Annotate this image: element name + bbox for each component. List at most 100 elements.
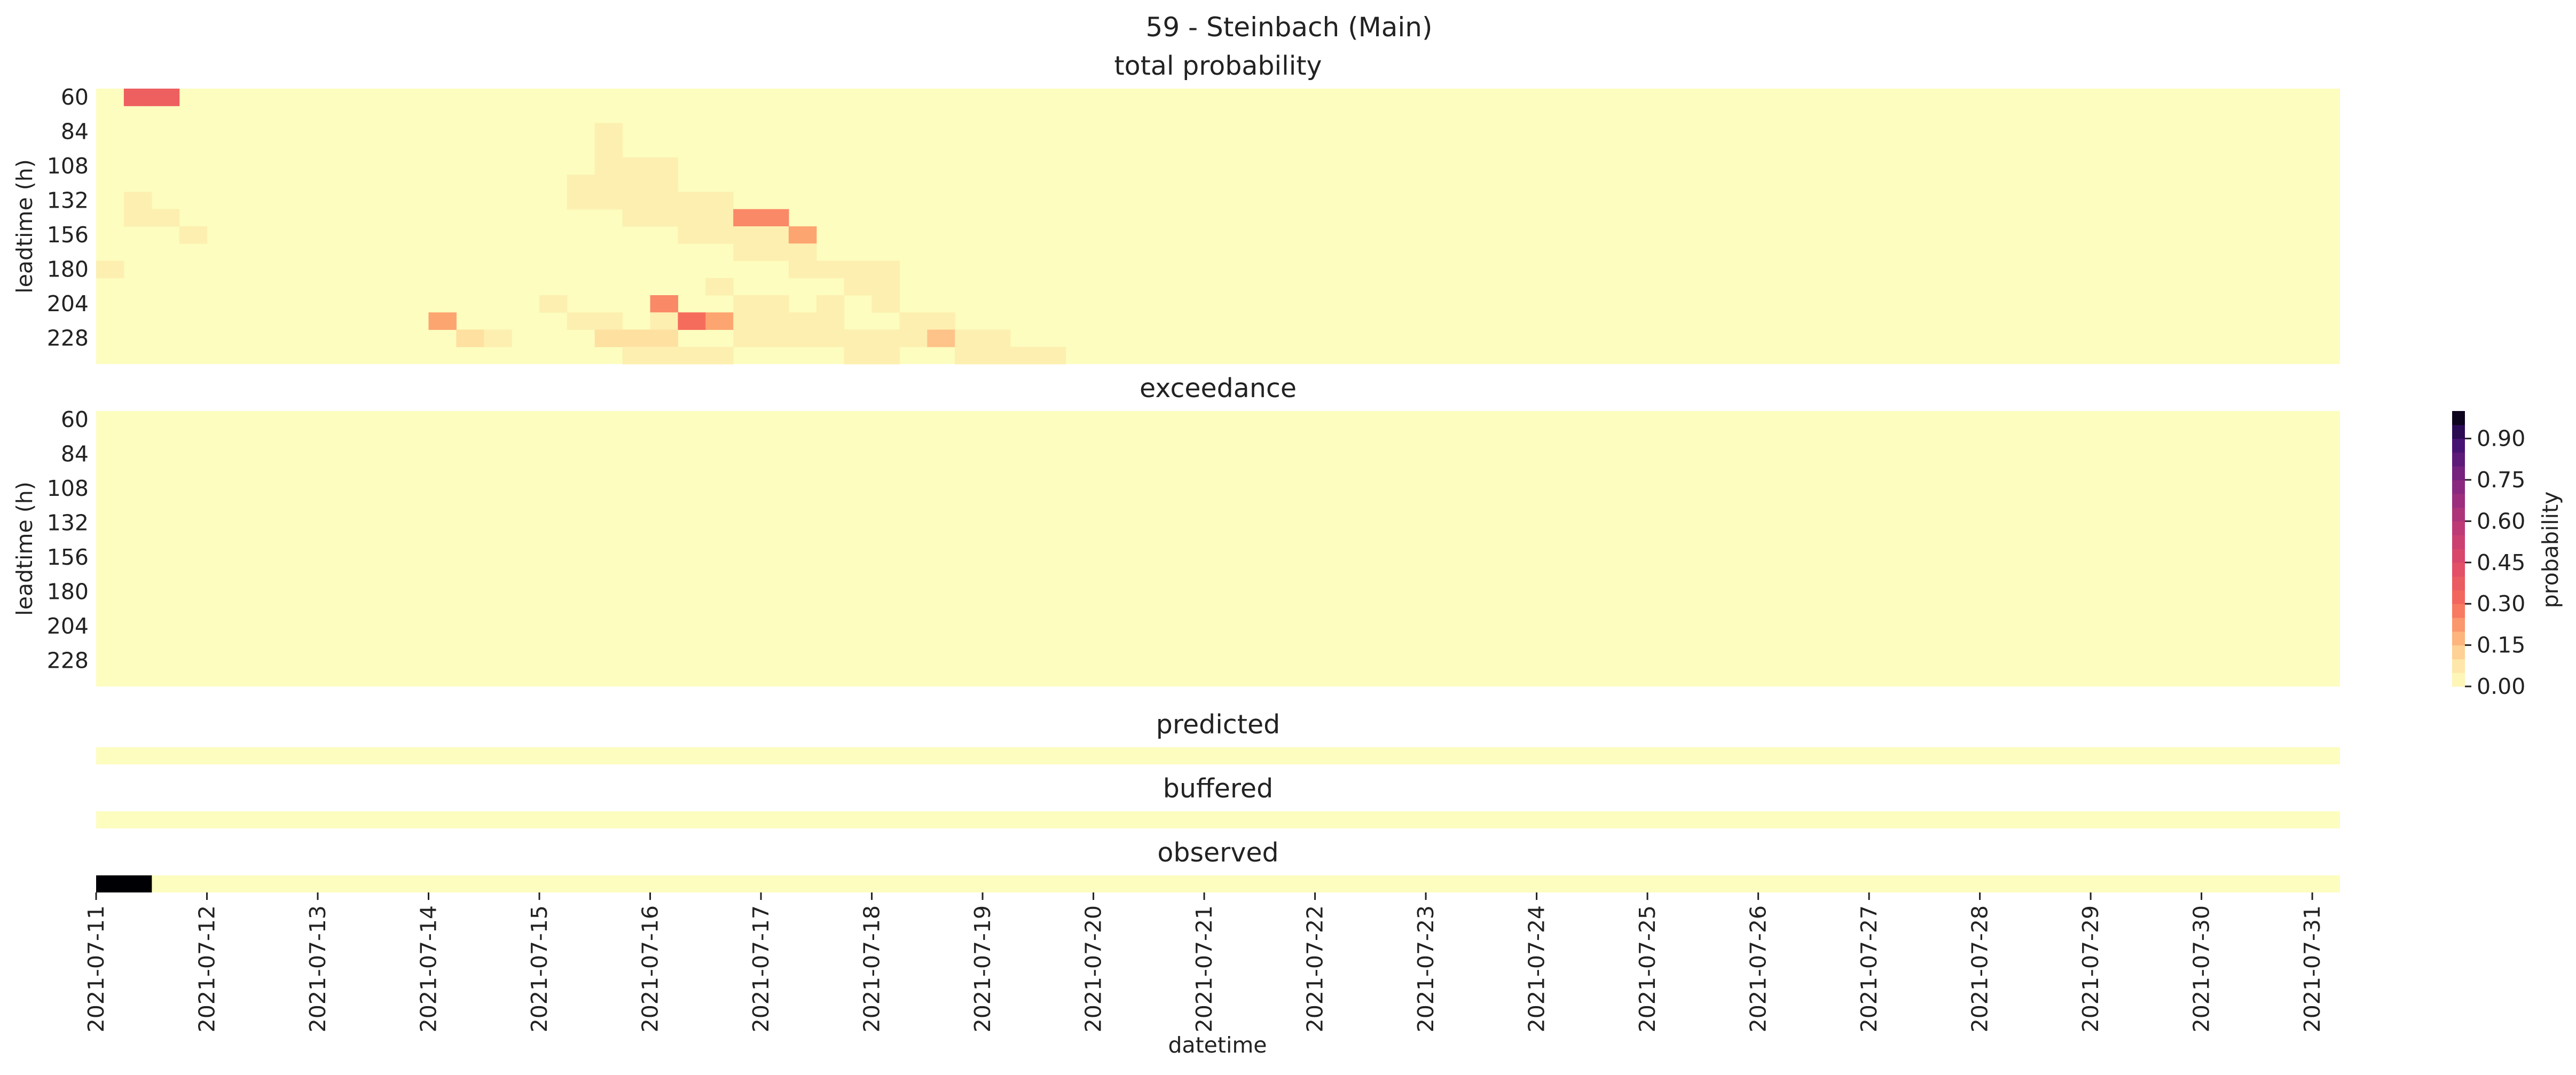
colorbar-segment	[2452, 590, 2465, 604]
heatmap-cell	[871, 295, 900, 313]
x-tick-label: 2021-07-17	[748, 905, 774, 1032]
colorbar-segment	[2452, 507, 2465, 521]
heatmap-cell	[123, 192, 152, 210]
heatmap-cell	[567, 192, 595, 210]
colorbar-segment	[2452, 618, 2465, 632]
y-tick-label: 180	[47, 579, 89, 605]
heatmap-cell	[955, 346, 983, 365]
x-tick-label: 2021-07-22	[1302, 905, 1328, 1032]
heatmap-cell	[761, 226, 789, 244]
heatmap-cell	[1010, 346, 1039, 365]
heatmap-cell	[927, 312, 955, 330]
x-tick-label: 2021-07-15	[527, 905, 552, 1032]
x-axis-ticks: 2021-07-11 2021-07-12 2021-07-13 2021-07-14…	[83, 892, 2325, 1032]
colorbar-segment	[2452, 604, 2465, 618]
heatmap-cell	[705, 312, 734, 330]
heatmap-cell	[650, 192, 679, 210]
heatmap-cell	[983, 346, 1011, 365]
y-tick-label: 228	[47, 648, 89, 674]
colorbar-tick-label: 0.75	[2477, 467, 2525, 493]
heatmap-cell	[844, 260, 873, 279]
y-tick-label: 108	[47, 153, 89, 179]
heatmap-cell	[844, 278, 873, 296]
panel-total-probability: total probability 60 84 108 132 156 180 204 228 l…	[12, 51, 2340, 365]
heatmap-cell	[733, 329, 761, 347]
heatmap-cell	[844, 346, 873, 365]
heatmap-cell	[594, 192, 623, 210]
colorbar-tick-label: 0.15	[2477, 633, 2525, 658]
heatmap-cell	[151, 89, 180, 106]
heatmap-cell	[594, 157, 623, 175]
heatmap-cell	[622, 346, 651, 365]
y-tick-label: 84	[61, 119, 89, 145]
heatmap-cell	[816, 295, 845, 313]
heatmap-cell	[733, 295, 761, 313]
heatmap-cell	[594, 140, 623, 158]
heatmap-cell	[816, 312, 845, 330]
colorbar-segment	[2452, 549, 2465, 563]
heatmap-cell	[650, 295, 679, 313]
x-tick-label: 2021-07-25	[1635, 905, 1660, 1032]
panel-title-buffered: buffered	[1163, 773, 1273, 804]
heatmap-cell	[650, 209, 679, 227]
panel-title-total-probability: total probability	[1114, 51, 1322, 81]
colorbar-segment	[2452, 480, 2465, 494]
x-tick-label: 2021-07-24	[1524, 905, 1550, 1032]
heatmap-cell	[788, 260, 817, 279]
colorbar-tick-label: 0.30	[2477, 591, 2525, 616]
heatmap-cell	[733, 226, 761, 244]
y-tick-label: 132	[47, 510, 89, 536]
heatmap-cell	[705, 346, 734, 365]
heatmap-cell	[816, 260, 845, 279]
heatmap-cell	[844, 329, 873, 347]
heatmap-cell	[761, 312, 789, 330]
x-tick-label: 2021-07-23	[1413, 905, 1439, 1032]
heatmap-cell	[594, 175, 623, 193]
heatmap-cell	[96, 875, 124, 892]
panel-predicted: predicted	[96, 709, 2340, 764]
y-tick-label: 204	[47, 613, 89, 639]
panel-title-observed: observed	[1157, 837, 1278, 868]
y-tick-label: 132	[47, 188, 89, 214]
heatmap-cell	[678, 209, 706, 227]
x-tick-label: 2021-07-14	[416, 905, 442, 1032]
y-axis-label: leadtime (h)	[12, 481, 37, 615]
heatmap-cell	[567, 312, 595, 330]
heatmap-cell	[650, 312, 679, 330]
heatmap-cell	[123, 89, 152, 106]
colorbar-segment	[2452, 659, 2465, 673]
heatmap-cell	[705, 278, 734, 296]
y-tick-label: 156	[47, 544, 89, 570]
heatmap-cell	[899, 312, 928, 330]
heatmap-cell	[650, 157, 679, 175]
heatmap-cell	[788, 226, 817, 244]
colorbar-tick-label: 0.00	[2477, 674, 2525, 699]
x-tick-label: 2021-07-27	[1856, 905, 1882, 1032]
colorbar-segment	[2452, 521, 2465, 535]
heatmap-cell	[983, 329, 1011, 347]
x-tick-label: 2021-07-28	[1967, 905, 1993, 1032]
heatmap-cell	[705, 192, 734, 210]
heatmap-cell	[123, 875, 152, 892]
heatmap-cell	[539, 295, 568, 313]
x-tick-label: 2021-07-18	[859, 905, 885, 1032]
heatmap-cell	[179, 226, 208, 244]
heatmap-cell	[871, 329, 900, 347]
colorbar-segment	[2452, 452, 2465, 467]
heatmap-cell	[678, 192, 706, 210]
x-tick-label: 2021-07-16	[638, 905, 663, 1032]
heatmap-cell	[871, 278, 900, 296]
heatmap-cell	[871, 260, 900, 279]
colorbar-segment	[2452, 438, 2465, 453]
heatmap-cell	[761, 329, 789, 347]
heatmap-cell	[927, 329, 955, 347]
x-tick-label: 2021-07-30	[2189, 905, 2214, 1032]
heatmap-cell	[650, 175, 679, 193]
heatmap-cell	[594, 123, 623, 141]
heatmap-cell	[456, 329, 484, 347]
x-axis-label: datetime	[1168, 1032, 1267, 1058]
heatmap-cell	[761, 209, 789, 227]
x-tick-label: 2021-07-11	[83, 905, 109, 1032]
heatmap-cell	[594, 312, 623, 330]
